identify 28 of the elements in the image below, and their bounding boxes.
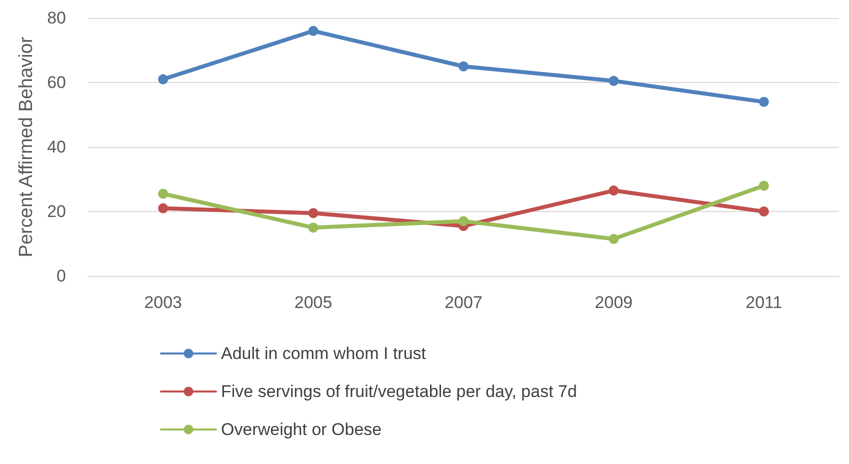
y-tick-label: 20 <box>47 202 66 221</box>
legend-label: Overweight or Obese <box>221 420 382 439</box>
point <box>758 96 769 107</box>
y-tick-label: 40 <box>47 138 66 156</box>
y-tick-label: 60 <box>47 73 66 92</box>
point <box>608 234 619 244</box>
point <box>758 206 769 216</box>
point <box>308 208 318 218</box>
point <box>758 180 769 191</box>
point <box>608 186 619 196</box>
x-tick-label: 2011 <box>746 293 782 312</box>
point <box>458 216 468 226</box>
x-tick-label: 2009 <box>594 293 633 312</box>
y-tick-label: 80 <box>47 8 66 28</box>
y-axis-title: Percent Affirmed Behavior <box>16 36 37 258</box>
x-tick-label: 2005 <box>294 293 332 312</box>
point <box>158 188 168 199</box>
point <box>308 222 318 233</box>
point <box>158 203 168 214</box>
y-tick-label: 0 <box>56 266 66 286</box>
legend-label: Adult in comm whom I trust <box>221 344 426 363</box>
x-tick-label: 2007 <box>444 293 482 312</box>
legend-label: Five servings of fruit/vegetable per day, past 7d <box>221 382 577 401</box>
point <box>308 26 318 36</box>
point <box>458 61 468 72</box>
x-tick-label: 2003 <box>144 293 182 312</box>
point <box>608 76 619 86</box>
point <box>158 74 168 84</box>
